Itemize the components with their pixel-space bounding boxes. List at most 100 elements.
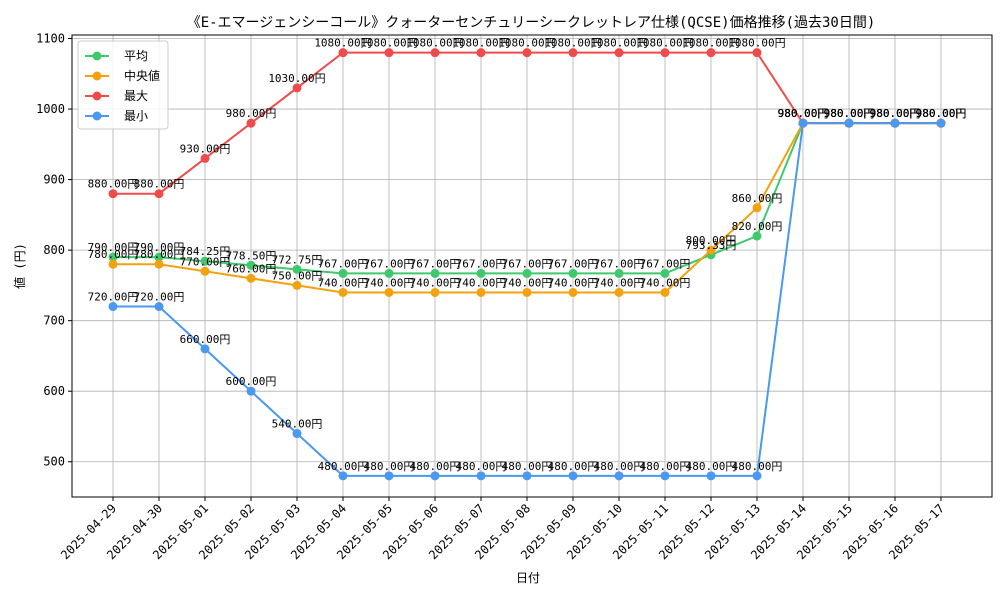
data-label: 740.00円 [548,276,599,289]
data-point [154,252,164,262]
data-label: 480.00円 [364,460,415,473]
data-point [292,429,302,439]
data-label: 480.00円 [686,460,737,473]
data-label: 767.00円 [502,257,553,270]
data-label: 1080.00円 [314,37,371,50]
data-point [706,245,716,255]
data-point [522,48,532,58]
data-label: 980.00円 [916,107,967,120]
legend-box [77,40,169,130]
data-label: 980.00円 [226,107,277,120]
data-label: 1080.00円 [406,37,463,50]
data-point [568,471,578,481]
data-point [108,189,118,199]
data-label: 480.00円 [502,460,553,473]
data-label: 880.00円 [88,178,139,191]
legend-marker [92,51,102,61]
data-label: 980.00円 [824,107,875,120]
data-label: 980.00円 [916,107,967,120]
data-label: 767.00円 [548,257,599,270]
data-point [844,118,854,128]
data-label: 740.00円 [364,276,415,289]
y-tick-label: 900 [43,173,65,187]
legend-label: 最大 [124,89,148,103]
data-point [246,273,256,283]
data-point [430,268,440,278]
x-axis-label: 日付 [516,571,540,585]
data-label: 1080.00円 [728,37,785,50]
data-label: 767.00円 [410,257,461,270]
data-label: 540.00円 [272,418,323,431]
data-label: 793.33円 [686,239,737,252]
data-point [476,471,486,481]
data-label: 1080.00円 [360,37,417,50]
data-point [614,471,624,481]
data-label: 930.00円 [180,142,231,155]
data-label: 1080.00円 [498,37,555,50]
data-point [384,471,394,481]
data-point [614,268,624,278]
data-label: 480.00円 [594,460,645,473]
data-label: 767.00円 [594,257,645,270]
data-label: 778.50円 [226,249,277,262]
data-point [430,471,440,481]
data-point [154,302,164,312]
data-point [338,287,348,297]
y-tick-label: 700 [43,314,65,328]
data-point [614,48,624,58]
data-point [522,268,532,278]
data-point [154,259,164,269]
data-point [798,118,808,128]
data-label: 600.00円 [226,375,277,388]
data-label: 820.00円 [732,220,783,233]
data-label: 480.00円 [318,460,369,473]
data-label: 740.00円 [502,276,553,289]
legend-marker [92,71,102,81]
data-point [752,231,762,241]
data-label: 980.00円 [916,107,967,120]
data-label: 480.00円 [410,460,461,473]
data-point [154,189,164,199]
data-label: 740.00円 [318,276,369,289]
legend-marker [92,91,102,101]
data-labels: 790.00円790.00円784.25円778.50円772.75円767.0… [88,37,967,473]
data-label: 770.00円 [180,255,231,268]
data-label: 772.75円 [272,253,323,266]
data-point [752,48,762,58]
data-label: 720.00円 [134,291,185,304]
data-point [660,48,670,58]
series-4 [108,118,946,481]
y-axis-ticks: 500 600 700 800 900 1000 1100 [36,32,72,469]
data-point [338,268,348,278]
data-point [706,48,716,58]
grid [72,35,992,497]
data-label: 760.00円 [226,262,277,275]
data-point [890,118,900,128]
data-label: 980.00円 [870,107,921,120]
data-point [200,266,210,276]
chart-title: 《E-エマージェンシーコール》クォーターセンチュリーシークレットレア仕様(QCS… [187,15,876,31]
data-label: 980.00円 [778,107,829,120]
data-label: 750.00円 [272,269,323,282]
y-tick-label: 1000 [36,102,65,116]
data-label: 980.00円 [824,107,875,120]
data-point [200,344,210,354]
data-label: 980.00円 [824,107,875,120]
legend-label: 最小 [124,109,148,123]
legend-label: 中央値 [124,68,160,83]
data-point [476,287,486,297]
y-axis-label: 値 (円) [12,243,27,289]
data-label: 660.00円 [180,333,231,346]
data-point [430,287,440,297]
data-label: 860.00円 [732,192,783,205]
data-point [108,259,118,269]
data-point [706,471,716,481]
data-point [200,256,210,266]
data-label: 980.00円 [870,107,921,120]
data-point [200,153,210,163]
data-point [338,471,348,481]
data-label: 767.00円 [364,257,415,270]
data-label: 980.00円 [870,107,921,120]
data-point [292,83,302,93]
